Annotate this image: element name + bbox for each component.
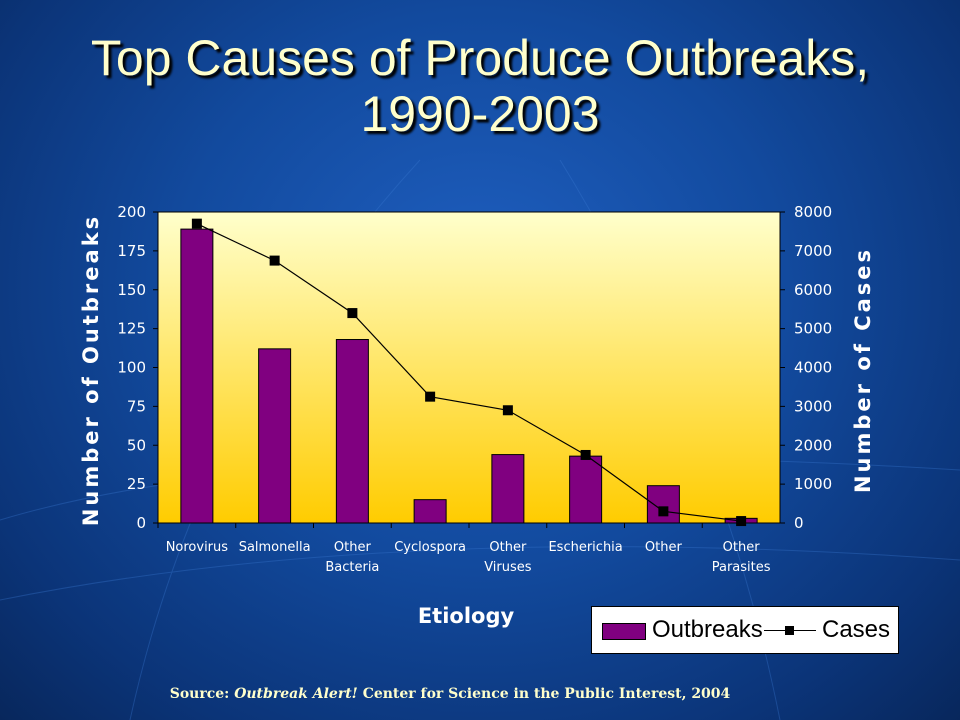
y-axis-title: Number of Outbreaks — [79, 214, 103, 526]
source-prefix: Source: — [169, 686, 235, 702]
y2-tick-label: 7000 — [794, 242, 832, 260]
line-series — [191, 218, 747, 527]
marker-cases — [736, 516, 747, 527]
marker-cases — [658, 506, 669, 517]
bar-outbreaks — [491, 454, 525, 524]
marker-cases — [269, 255, 280, 266]
bar-outbreaks — [646, 485, 680, 524]
right-axis: 0 1000 2000 3000 4000 5000 6000 7000 8000 — [780, 203, 832, 532]
x-tick-label: Escherichia — [548, 540, 622, 555]
y2-tick-label: 3000 — [794, 397, 832, 415]
x-tick-label: Norovirus — [166, 540, 229, 555]
bar-outbreaks — [335, 339, 369, 524]
marker-cases — [191, 218, 202, 229]
y2-tick-label: 6000 — [794, 281, 832, 299]
slide-title: Top Causes of Produce Outbreaks, 1990-20… — [0, 30, 960, 142]
legend-cases-label: Cases — [822, 616, 891, 643]
y2-tick-label: 5000 — [794, 320, 832, 338]
y-tick-label: 25 — [127, 475, 146, 493]
x-tick-label: Viruses — [484, 560, 532, 575]
y-tick-label: 200 — [117, 203, 146, 221]
left-axis: 0 25 50 75 100 125 150 175 200 — [117, 203, 158, 532]
plot-area — [157, 211, 781, 524]
marker-cases — [502, 405, 513, 416]
x-tick-label: Salmonella — [239, 540, 311, 555]
y-tick-label: 175 — [117, 242, 146, 260]
y-tick-label: 75 — [127, 397, 146, 415]
bar-outbreaks — [569, 455, 603, 524]
y2-tick-label: 2000 — [794, 436, 832, 454]
marker-cases — [425, 391, 436, 402]
marker-cases — [347, 308, 358, 319]
y2-tick-label: 0 — [794, 514, 804, 532]
x-tick-label: Cyclospora — [394, 540, 466, 555]
line-cases — [196, 223, 742, 522]
x-tick-label: Other — [489, 540, 527, 555]
legend-cases-marker — [785, 626, 794, 635]
title-line-2: 1990-2003 — [360, 86, 600, 142]
x-axis-title: Etiology — [418, 604, 515, 628]
legend-outbreaks-label: Outbreaks — [652, 616, 763, 643]
source-italic: Outbreak Alert! — [234, 686, 358, 702]
y2-tick-label: 8000 — [794, 203, 832, 221]
title-line-1: Top Causes of Produce Outbreaks, — [90, 30, 870, 86]
legend: Outbreaks Cases — [591, 606, 899, 654]
x-tick-label: Parasites — [712, 560, 771, 575]
x-tick-label: Other — [334, 540, 372, 555]
y-tick-label: 100 — [117, 359, 146, 377]
category-axis: Norovirus Salmonella Other Bacteria Cyclospo… — [157, 523, 771, 575]
x-tick-label: Other — [723, 540, 761, 555]
y2-tick-label: 4000 — [794, 359, 832, 377]
y-tick-label: 50 — [127, 436, 146, 454]
source-suffix: Center for Science in the Public Interes… — [357, 686, 731, 702]
x-tick-label: Bacteria — [325, 560, 379, 575]
source-citation: Source: Outbreak Alert! Center for Scien… — [0, 686, 900, 702]
y2-axis-title: Number of Cases — [851, 247, 875, 493]
x-tick-label: Other — [645, 540, 683, 555]
bar-outbreaks — [180, 228, 214, 524]
bar-outbreaks — [258, 348, 292, 524]
y-tick-label: 0 — [136, 514, 146, 532]
bar-outbreaks — [413, 499, 447, 524]
legend-outbreaks-swatch — [602, 623, 646, 640]
y-tick-label: 150 — [117, 281, 146, 299]
y2-tick-label: 1000 — [794, 475, 832, 493]
y-tick-label: 125 — [117, 320, 146, 338]
bar-series — [180, 228, 758, 524]
marker-cases — [580, 449, 591, 460]
